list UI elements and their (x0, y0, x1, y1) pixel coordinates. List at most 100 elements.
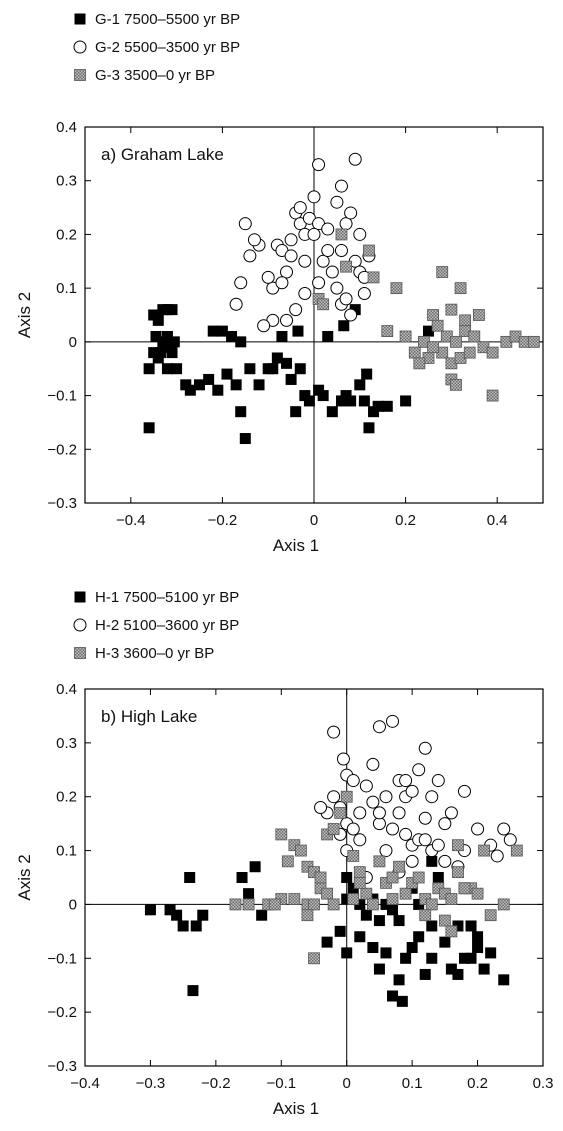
x-tick-label: 0.2 (467, 1075, 488, 1092)
x-tick-label: −0.4 (116, 512, 146, 529)
data-point (344, 308, 358, 322)
data-point (161, 363, 173, 375)
plot-frame (84, 688, 544, 1067)
chart-panel-2: H-1 7500–5100 yr BP H-2 5100–3600 yr BP H-… (15, 589, 553, 1118)
data-point (340, 790, 353, 803)
data-point (459, 314, 472, 327)
data-point (327, 790, 341, 804)
data-point (312, 276, 326, 290)
data-point (341, 893, 353, 905)
data-point (249, 861, 261, 873)
data-point (431, 774, 445, 788)
data-point (166, 304, 178, 316)
data-point (372, 400, 384, 412)
data-point (321, 887, 333, 900)
data-point (236, 872, 248, 883)
x-tick-label: −0.1 (266, 1075, 296, 1092)
data-point (268, 898, 281, 911)
data-point (316, 254, 330, 268)
data-point (458, 882, 471, 895)
x-axis-title: Axis 1 (273, 1099, 319, 1118)
data-point (426, 920, 438, 932)
y-tick-label: −0.2 (47, 441, 77, 458)
data-point (280, 265, 294, 279)
data-point (150, 330, 162, 342)
y-tick-label: −0.3 (47, 495, 77, 512)
data-point (452, 866, 464, 879)
data-point (308, 898, 320, 911)
data-point (292, 325, 304, 337)
data-point (458, 952, 470, 964)
data-point (427, 309, 439, 321)
data-point (242, 898, 255, 911)
data-point (347, 893, 360, 905)
data-point (239, 433, 251, 445)
data-point (336, 752, 350, 766)
x-tick-label: 0.4 (487, 512, 508, 529)
data-point (284, 249, 298, 263)
data-point (346, 774, 360, 788)
x-tick-label: −0.3 (136, 1075, 166, 1092)
data-point (312, 158, 326, 172)
data-point (334, 244, 348, 258)
data-point (418, 741, 432, 755)
data-point (187, 985, 199, 997)
data-point (354, 931, 366, 943)
data-point (293, 201, 307, 215)
y-tick-label: 0.4 (56, 119, 77, 136)
data-point (379, 790, 393, 804)
legend-marker-1 (74, 13, 86, 25)
y-tick-label: −0.3 (47, 1058, 77, 1075)
legend-label-2: H-2 5100–3600 yr BP (95, 617, 239, 634)
data-point (386, 714, 400, 728)
data-point (387, 904, 399, 916)
data-point (465, 952, 477, 964)
data-point (381, 400, 393, 412)
panel-title: a) Graham Lake (101, 145, 224, 164)
data-point (372, 720, 386, 734)
data-point (452, 920, 464, 932)
data-point (346, 822, 360, 836)
data-point (392, 806, 406, 820)
data-point (445, 303, 458, 316)
legend-label-3: G-3 3500–0 yr BP (95, 67, 215, 84)
data-point (234, 276, 248, 290)
data-point (478, 963, 490, 975)
data-point (276, 330, 288, 342)
data-point (367, 942, 379, 954)
series-3 (312, 228, 540, 402)
legend: H-1 7500–5100 yr BP H-2 5100–3600 yr BP H-… (73, 589, 239, 662)
data-point (321, 244, 335, 258)
data-point (353, 876, 366, 889)
data-point (363, 422, 375, 434)
legend-marker-2 (73, 40, 87, 54)
data-point (295, 844, 307, 857)
data-point (486, 389, 499, 402)
data-point (340, 260, 352, 273)
data-point (327, 725, 341, 739)
data-point (399, 887, 412, 900)
data-point (386, 871, 399, 884)
data-point (330, 281, 344, 295)
data-point (244, 363, 256, 375)
data-point (490, 849, 504, 863)
series-2 (314, 714, 517, 884)
data-point (143, 363, 155, 375)
data-point (380, 898, 392, 910)
data-point (438, 854, 452, 868)
data-point (366, 795, 380, 809)
x-tick-label: 0.3 (533, 1075, 554, 1092)
data-point (452, 839, 464, 852)
y-tick-label: −0.1 (47, 388, 77, 405)
data-point (354, 379, 366, 391)
data-point (197, 909, 209, 921)
data-point (298, 287, 312, 301)
y-axis-title: Axis 2 (15, 854, 34, 900)
data-point (393, 860, 405, 873)
data-point (190, 920, 202, 932)
data-point (321, 222, 335, 236)
x-tick-label: 0.1 (402, 1075, 423, 1092)
data-point (457, 784, 471, 798)
legend-marker-1 (74, 591, 86, 603)
